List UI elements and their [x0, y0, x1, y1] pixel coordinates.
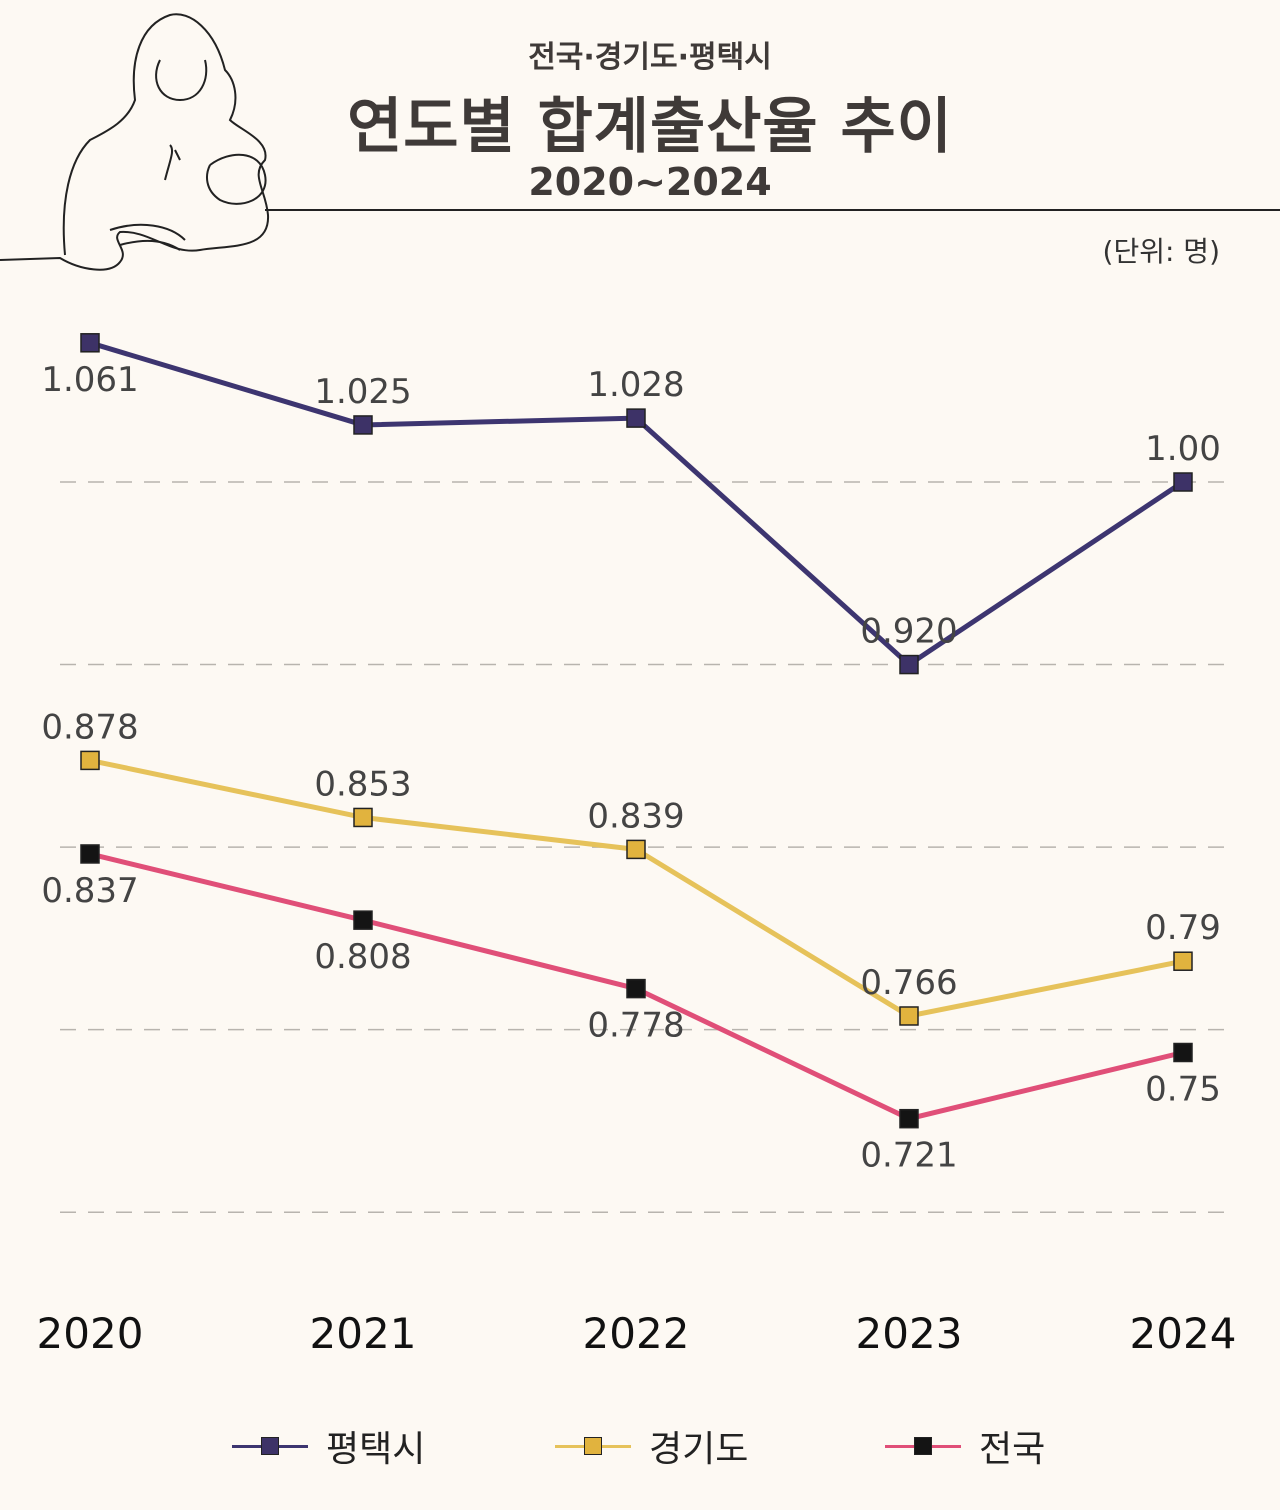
data-label: 1.061: [41, 360, 138, 400]
series-markers: [80, 333, 1193, 1129]
data-point: [1173, 472, 1193, 492]
legend-label: 평택시: [326, 1429, 426, 1470]
x-tick-label: 2020: [37, 1309, 144, 1358]
data-point: [626, 839, 646, 860]
data-point: [80, 333, 100, 353]
gridlines: [60, 481, 1235, 1213]
x-axis-ticks: 2020 2021 2022 2023 2024: [37, 1309, 1237, 1358]
data-point: [353, 910, 373, 930]
chart-subtitle: 전국·경기도·평택시: [528, 40, 772, 75]
chart-title: 연도별 합계출산율 추이: [347, 92, 953, 162]
legend-marker: [914, 1437, 932, 1455]
unit-label: (단위: 명): [1102, 235, 1220, 268]
data-label: 0.839: [587, 796, 684, 836]
x-tick-label: 2022: [583, 1309, 690, 1358]
chart-period: 2020~2024: [528, 160, 772, 204]
data-label: 0.837: [41, 871, 138, 911]
data-label: 0.853: [314, 764, 411, 804]
data-point: [899, 654, 919, 675]
data-label: 0.778: [587, 1006, 684, 1046]
x-tick-label: 2024: [1130, 1309, 1237, 1358]
data-point: [1173, 1042, 1193, 1063]
x-tick-label: 2023: [856, 1309, 963, 1358]
data-label: 0.766: [860, 963, 957, 1003]
data-point: [626, 408, 646, 428]
data-label: 1.025: [314, 372, 411, 412]
x-tick-label: 2021: [310, 1309, 417, 1358]
data-labels: 1.061 1.025 1.028 0.920 1.00 0.878 0.853 0.839 0…: [41, 360, 1221, 1176]
data-point: [1173, 951, 1193, 971]
legend-label: 전국: [979, 1429, 1046, 1470]
legend-label: 경기도: [649, 1429, 749, 1470]
data-point: [899, 1006, 919, 1026]
legend-marker: [261, 1437, 279, 1455]
data-label: 0.721: [860, 1136, 957, 1176]
data-label: 0.808: [314, 937, 411, 977]
data-point: [80, 750, 100, 771]
data-label: 1.00: [1145, 429, 1221, 469]
data-point: [80, 844, 100, 864]
series-lines: [89, 340, 1185, 1122]
legend-item-pyeongtaek: 평택시: [232, 1420, 425, 1472]
data-point: [353, 807, 373, 828]
legend-item-national: 전국: [885, 1420, 1045, 1472]
data-label: 0.878: [41, 707, 138, 747]
data-label: 0.920: [860, 612, 957, 652]
data-point: [353, 415, 373, 435]
data-point: [899, 1108, 919, 1129]
data-label: 0.75: [1145, 1070, 1221, 1110]
legend-marker: [584, 1437, 602, 1455]
illustration-mother-baby: [0, 13, 1280, 271]
legend-item-gyeonggi: 경기도: [555, 1420, 748, 1472]
data-label: 1.028: [587, 365, 684, 405]
data-label: 0.79: [1145, 908, 1221, 948]
legend: 평택시 경기도 전국: [0, 1420, 1280, 1470]
data-point: [626, 978, 646, 999]
